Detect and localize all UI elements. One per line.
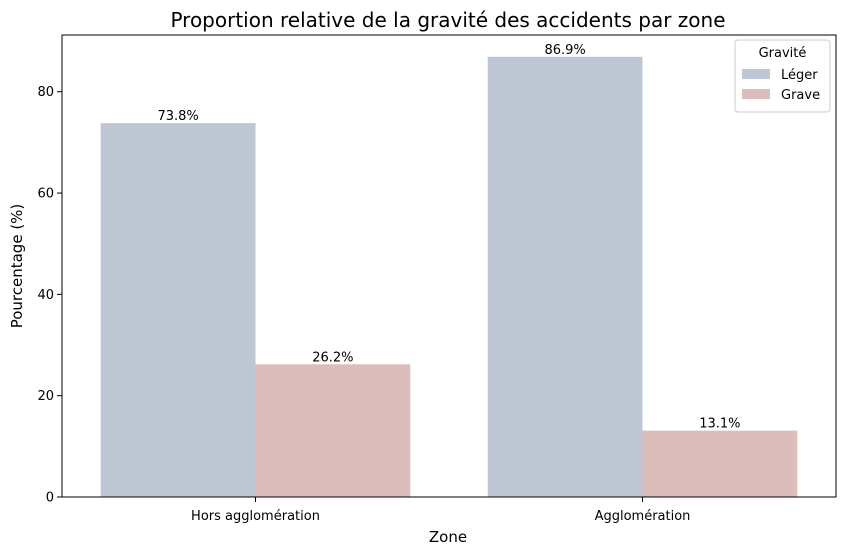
legend-swatch-léger <box>742 69 770 79</box>
x-tick-label: Agglomération <box>595 509 691 524</box>
legend-swatch-grave <box>742 89 770 99</box>
bar-value-label: 73.8% <box>157 109 198 124</box>
y-tick-label: 80 <box>37 85 54 100</box>
y-tick-label: 20 <box>37 389 54 404</box>
legend: Gravité Léger Grave <box>734 39 831 113</box>
bar-grave-0 <box>255 364 411 497</box>
bar-léger-1 <box>487 56 643 497</box>
legend-title: Gravité <box>759 46 807 61</box>
bar-value-label: 26.2% <box>312 350 353 365</box>
legend-label-léger: Léger <box>781 68 818 83</box>
x-axis-label: Zone <box>429 528 467 546</box>
x-tick-label: Hors agglomération <box>191 509 320 524</box>
bar-labels-group: 73.8% 26.2% 86.9% 13.1% <box>157 43 740 432</box>
bars-group <box>100 56 798 497</box>
legend-label-grave: Grave <box>781 88 820 103</box>
y-axis-ticks: 0 20 40 60 80 <box>37 85 62 506</box>
bar-value-label: 13.1% <box>699 417 740 432</box>
y-tick-label: 40 <box>37 288 54 303</box>
y-tick-label: 0 <box>46 491 54 506</box>
x-axis-ticks: Hors agglomération Agglomération <box>191 497 690 524</box>
plot-frame <box>61 34 837 498</box>
chart-title: Proportion relative de la gravité des ac… <box>170 8 725 32</box>
bar-léger-0 <box>100 123 256 497</box>
bar-grave-1 <box>642 430 798 497</box>
y-axis-label: Pourcentage (%) <box>8 204 26 329</box>
y-tick-label: 60 <box>37 187 54 202</box>
bar-value-label: 86.9% <box>544 43 585 58</box>
